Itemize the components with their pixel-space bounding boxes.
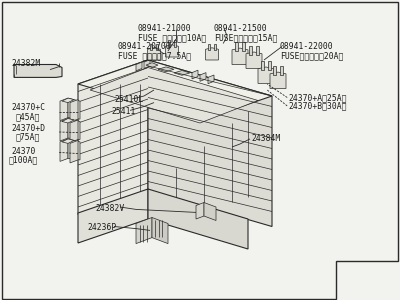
Polygon shape xyxy=(70,140,78,163)
Polygon shape xyxy=(70,100,78,122)
Polygon shape xyxy=(60,118,68,141)
Polygon shape xyxy=(192,70,198,79)
Polygon shape xyxy=(258,67,274,83)
Polygon shape xyxy=(208,44,210,50)
Polygon shape xyxy=(60,98,68,121)
Polygon shape xyxy=(156,44,158,50)
Polygon shape xyxy=(148,48,160,60)
Polygon shape xyxy=(68,98,80,119)
Polygon shape xyxy=(60,139,68,161)
Polygon shape xyxy=(204,202,216,220)
Text: 〈75A〉: 〈75A〉 xyxy=(15,132,40,141)
Text: 24384M: 24384M xyxy=(251,134,280,143)
Polygon shape xyxy=(200,73,206,81)
Text: 08941-20700: 08941-20700 xyxy=(118,42,172,51)
Polygon shape xyxy=(280,66,283,75)
Polygon shape xyxy=(235,42,238,51)
Text: 〈45A〉: 〈45A〉 xyxy=(15,112,40,121)
Polygon shape xyxy=(78,189,148,243)
Polygon shape xyxy=(168,40,170,47)
Polygon shape xyxy=(174,40,176,47)
Polygon shape xyxy=(273,66,276,75)
Text: 24236P: 24236P xyxy=(87,223,116,232)
Polygon shape xyxy=(166,45,178,57)
Text: 08941-21500: 08941-21500 xyxy=(214,24,268,33)
Polygon shape xyxy=(62,118,74,123)
Text: 24370: 24370 xyxy=(11,147,36,156)
Text: FUSE ヒュ－ズ（7.5A）: FUSE ヒュ－ズ（7.5A） xyxy=(118,51,191,60)
Polygon shape xyxy=(148,189,248,249)
Polygon shape xyxy=(148,60,272,226)
Polygon shape xyxy=(150,44,152,50)
Polygon shape xyxy=(158,67,174,72)
Polygon shape xyxy=(232,48,248,64)
Polygon shape xyxy=(2,2,398,298)
Polygon shape xyxy=(246,52,262,68)
Polygon shape xyxy=(146,63,158,68)
Polygon shape xyxy=(249,46,252,55)
Polygon shape xyxy=(78,60,148,214)
Polygon shape xyxy=(152,218,168,244)
Polygon shape xyxy=(256,46,259,55)
Text: 24370+D: 24370+D xyxy=(11,124,45,133)
Polygon shape xyxy=(14,64,62,77)
Text: 25410L: 25410L xyxy=(114,94,143,103)
Polygon shape xyxy=(62,139,74,143)
Polygon shape xyxy=(90,68,258,123)
Polygon shape xyxy=(144,60,150,68)
Polygon shape xyxy=(136,218,152,244)
Polygon shape xyxy=(208,75,214,84)
Text: FUSEヒュ－ズ（15A）: FUSEヒュ－ズ（15A） xyxy=(214,33,277,42)
Text: 25411: 25411 xyxy=(111,106,136,116)
Text: 〈100A〉: 〈100A〉 xyxy=(9,155,38,164)
Text: 24382V: 24382V xyxy=(95,204,124,213)
Polygon shape xyxy=(261,61,264,70)
Text: 24370+C: 24370+C xyxy=(11,103,45,112)
Polygon shape xyxy=(136,62,142,71)
Polygon shape xyxy=(206,48,218,60)
Text: 08941-22000: 08941-22000 xyxy=(280,42,334,51)
Polygon shape xyxy=(242,42,245,51)
Polygon shape xyxy=(78,60,272,120)
Text: 24382M: 24382M xyxy=(11,58,40,68)
Polygon shape xyxy=(270,72,286,88)
Text: 08941-21000: 08941-21000 xyxy=(138,24,192,33)
Text: 24370+B〈30A〉: 24370+B〈30A〉 xyxy=(288,101,346,110)
Polygon shape xyxy=(174,70,190,75)
Text: 24370+A〈25A〉: 24370+A〈25A〉 xyxy=(288,93,346,102)
Text: FUSEヒュ－ズ（20A）: FUSEヒュ－ズ（20A） xyxy=(280,51,343,60)
Polygon shape xyxy=(70,120,78,142)
Polygon shape xyxy=(196,202,204,219)
Polygon shape xyxy=(68,139,80,160)
Polygon shape xyxy=(268,61,271,70)
Text: FUSE ヒュ－ズ（10A）: FUSE ヒュ－ズ（10A） xyxy=(138,33,206,42)
Polygon shape xyxy=(214,44,216,50)
Polygon shape xyxy=(68,118,80,140)
Polygon shape xyxy=(62,98,74,103)
